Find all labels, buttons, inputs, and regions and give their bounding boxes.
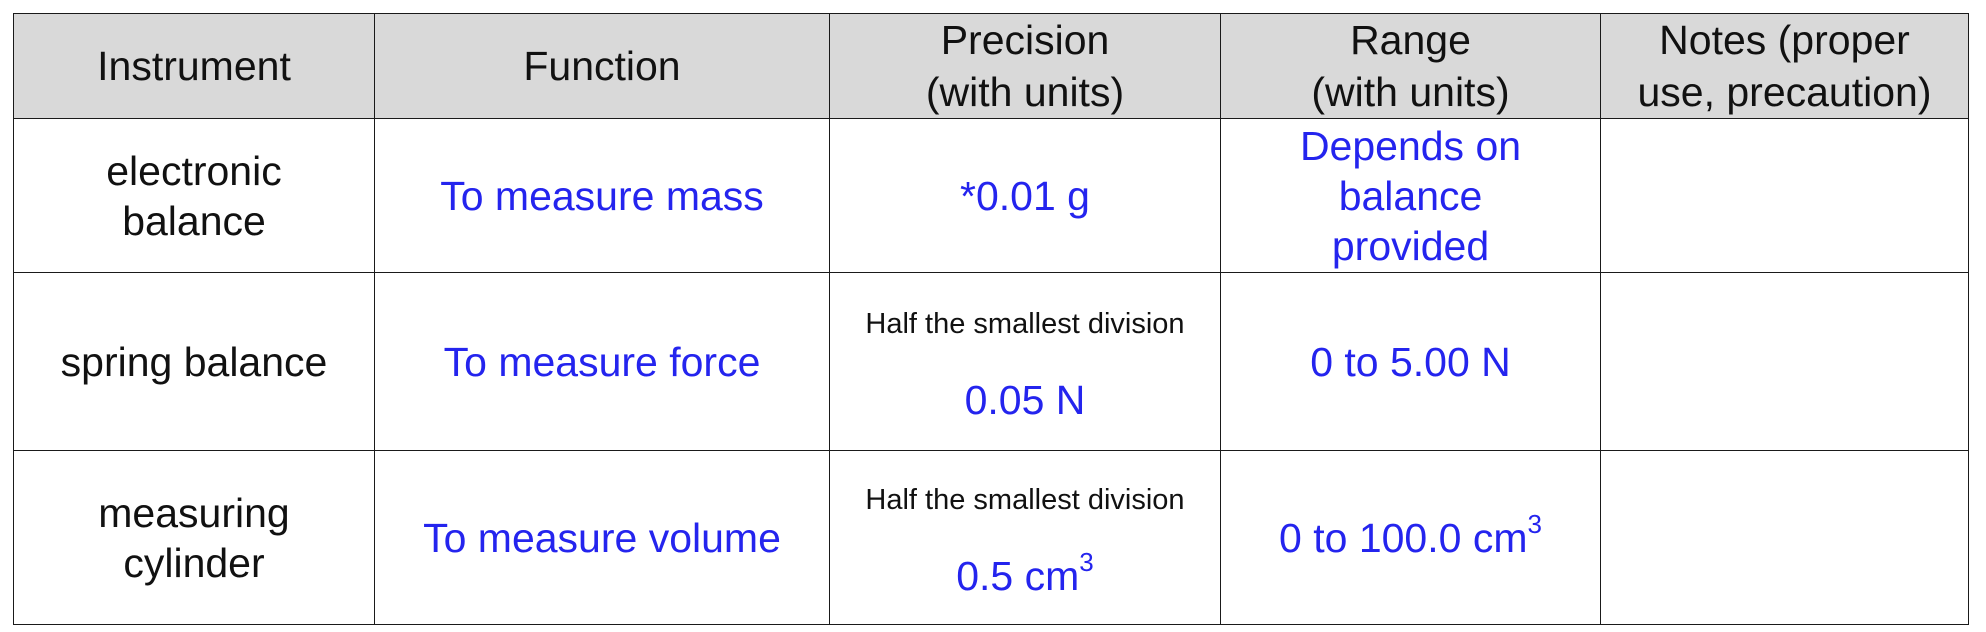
precision-cell: Half the smallest division 0.05 N bbox=[829, 272, 1221, 451]
notes-cell[interactable] bbox=[1600, 450, 1969, 625]
precision-value: 0.5 cm bbox=[956, 552, 1080, 599]
header-function-label: Function bbox=[523, 43, 681, 89]
range-line1: Depends on bbox=[1299, 122, 1522, 169]
function-cell: To measure volume bbox=[374, 450, 830, 625]
header-instrument: Instrument bbox=[13, 13, 375, 119]
function-text: To measure mass bbox=[440, 172, 764, 219]
range-cell: 0 to 100.0 cm3 bbox=[1220, 450, 1601, 625]
header-row: Instrument Function Precision (with unit… bbox=[13, 13, 1969, 119]
precision-cell: Half the smallest division 0.5 cm3 bbox=[829, 450, 1221, 625]
instrument-name-line1: electronic bbox=[106, 147, 282, 194]
precision-note: Half the smallest division bbox=[865, 307, 1185, 340]
range-cell: Depends on balance provided bbox=[1220, 118, 1601, 273]
header-range: Range (with units) bbox=[1220, 13, 1601, 119]
header-range-line1: Range bbox=[1350, 17, 1471, 63]
precision-value: *0.01 g bbox=[960, 172, 1090, 219]
instrument-name-line2: balance bbox=[122, 197, 266, 244]
table-row: spring balance To measure force Half the… bbox=[13, 272, 1969, 451]
table-row: electronic balance To measure mass *0.01… bbox=[13, 118, 1969, 273]
instrument-cell: spring balance bbox=[13, 272, 375, 451]
function-text: To measure volume bbox=[423, 514, 781, 561]
function-cell: To measure mass bbox=[374, 118, 830, 273]
header-precision: Precision (with units) bbox=[829, 13, 1221, 119]
notes-cell[interactable] bbox=[1600, 118, 1969, 273]
header-notes: Notes (proper use, precaution) bbox=[1600, 13, 1969, 119]
range-cell: 0 to 5.00 N bbox=[1220, 272, 1601, 451]
range-superscript: 3 bbox=[1527, 508, 1542, 539]
precision-superscript: 3 bbox=[1079, 546, 1094, 577]
header-precision-line2: (with units) bbox=[925, 69, 1125, 115]
precision-value: 0.05 N bbox=[964, 376, 1086, 423]
instrument-name-line1: measuring bbox=[98, 489, 290, 536]
instrument-cell: electronic balance bbox=[13, 118, 375, 273]
precision-cell: *0.01 g bbox=[829, 118, 1221, 273]
function-text: To measure force bbox=[443, 338, 761, 385]
precision-note: Half the smallest division bbox=[865, 483, 1185, 516]
header-notes-line1: Notes (proper bbox=[1659, 17, 1910, 63]
header-instrument-label: Instrument bbox=[97, 43, 291, 89]
notes-cell[interactable] bbox=[1600, 272, 1969, 451]
function-cell: To measure force bbox=[374, 272, 830, 451]
range-line1: 0 to 100.0 cm bbox=[1279, 514, 1528, 561]
range-line1: 0 to 5.00 N bbox=[1310, 338, 1511, 385]
instrument-cell: measuring cylinder bbox=[13, 450, 375, 625]
instrument-name-line1: spring balance bbox=[60, 338, 328, 385]
precision-value-wrap: 0.5 cm3 bbox=[836, 549, 1214, 601]
range-line3: provided bbox=[1331, 222, 1490, 269]
instrument-name-line2: cylinder bbox=[123, 539, 265, 586]
instruments-table: Instrument Function Precision (with unit… bbox=[13, 13, 1969, 625]
range-line2: balance bbox=[1338, 172, 1483, 219]
header-range-line2: (with units) bbox=[1311, 69, 1510, 115]
header-precision-line1: Precision bbox=[940, 17, 1110, 63]
header-function: Function bbox=[374, 13, 830, 119]
table-row: measuring cylinder To measure volume Hal… bbox=[13, 450, 1969, 625]
header-notes-line2: use, precaution) bbox=[1637, 69, 1932, 115]
